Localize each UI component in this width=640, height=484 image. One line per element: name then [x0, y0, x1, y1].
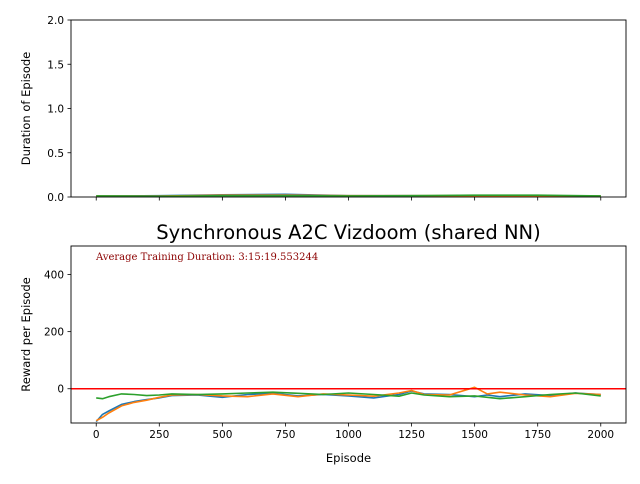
training-duration-annotation: Average Training Duration: 3:15:19.55324… [95, 252, 318, 263]
y-tick-label: 0 [57, 384, 64, 396]
x-tick-label: 1000 [335, 429, 362, 441]
y-tick-label: 0.0 [47, 192, 64, 204]
x-tick-label: 500 [212, 429, 232, 441]
x-tick-label: 1250 [398, 429, 425, 441]
chart-title: Synchronous A2C Vizdoom (shared NN) [156, 221, 540, 244]
y-tick-label: 1.5 [47, 59, 64, 71]
y-tick-label: 400 [44, 270, 64, 282]
series-line-2 [96, 391, 601, 400]
y-tick-label: 2.0 [47, 15, 64, 27]
x-tick-label: 750 [275, 429, 295, 441]
y-axis-label: Duration of Episode [19, 52, 33, 166]
x-tick-label: 250 [149, 429, 169, 441]
plot-frame [70, 19, 627, 198]
x-tick-label: 1750 [524, 429, 551, 441]
y-tick-label: 1.0 [47, 104, 64, 116]
x-axis-label: Episode [326, 451, 371, 465]
y-tick-label: 200 [44, 327, 64, 339]
y-tick-label: 0.5 [47, 148, 64, 160]
x-tick-label: 1500 [461, 429, 488, 441]
x-tick-label: 0 [93, 429, 100, 441]
y-axis-label: Reward per Episode [19, 277, 33, 391]
series-line-2 [96, 194, 601, 198]
x-tick-label: 2000 [587, 429, 614, 441]
